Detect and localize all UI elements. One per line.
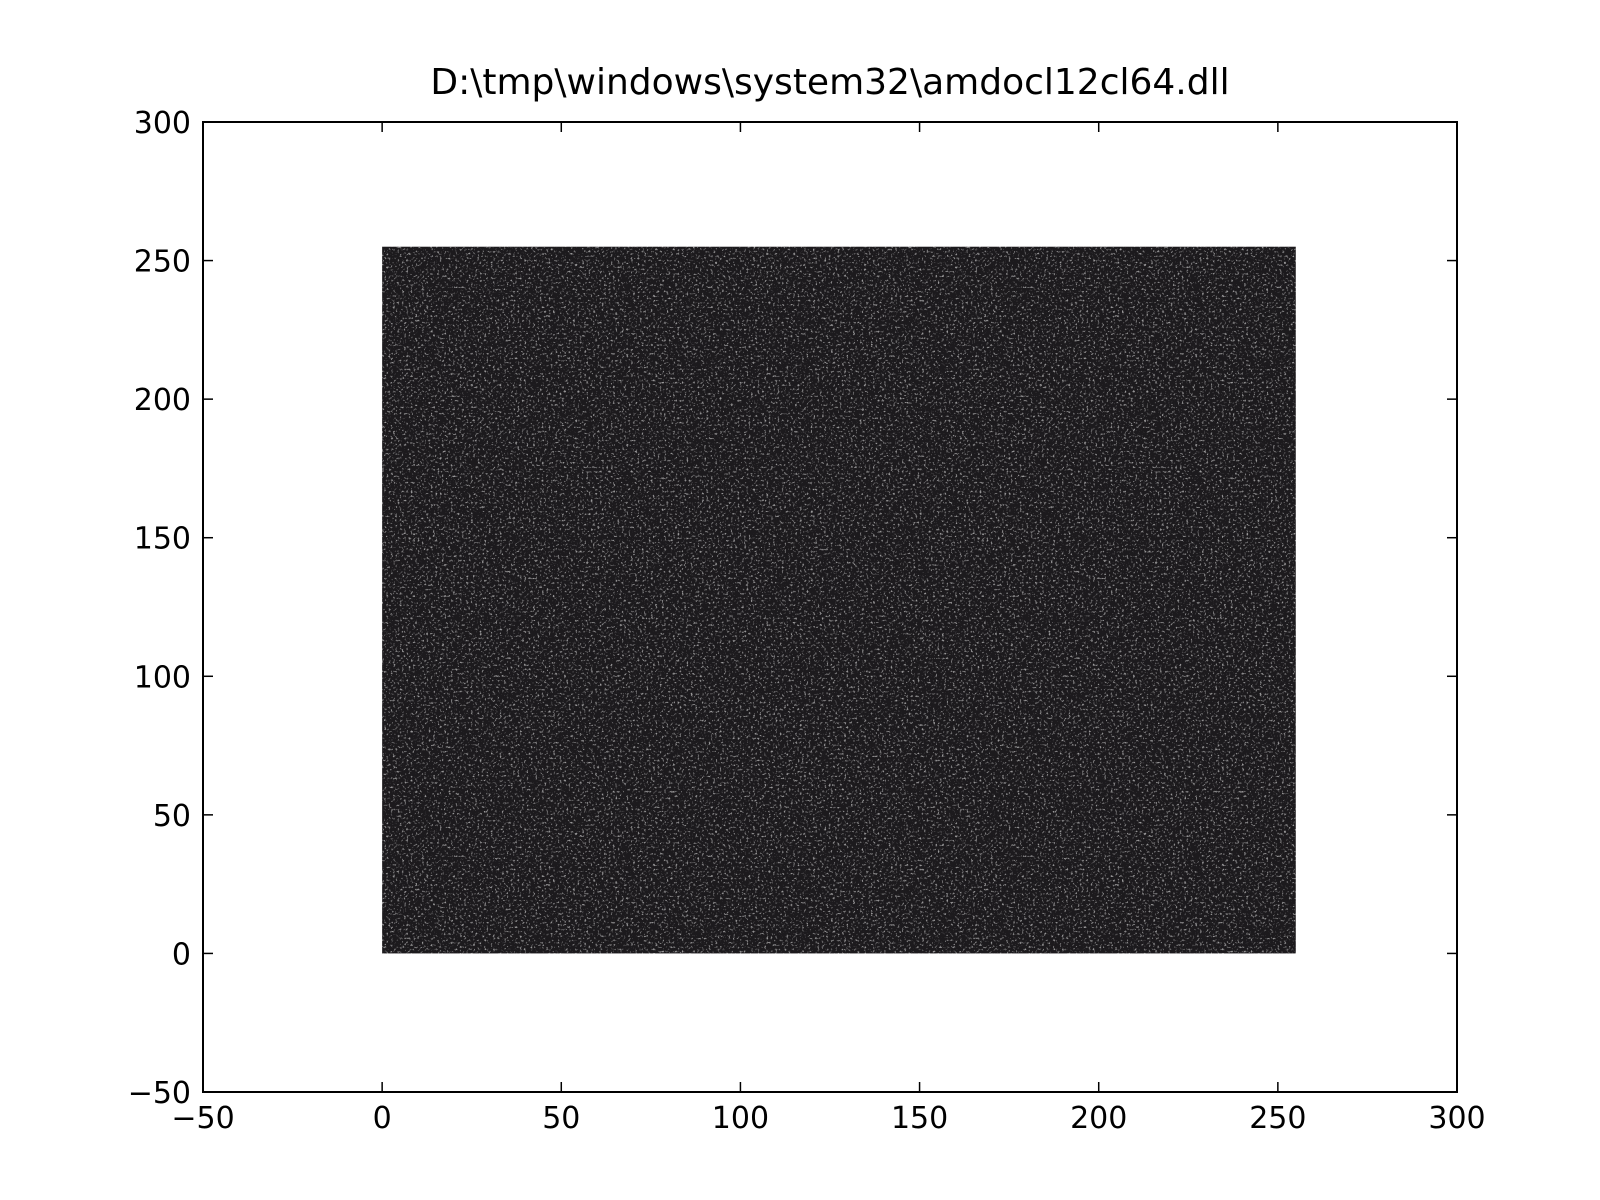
- image-texture: [382, 246, 1296, 954]
- x-tick-label: 300: [1428, 1101, 1485, 1136]
- y-tick-label: 50: [153, 799, 191, 834]
- x-tick-label: 0: [373, 1101, 392, 1136]
- x-tick-label: 100: [712, 1101, 769, 1136]
- x-tick-label: 200: [1070, 1101, 1127, 1136]
- x-tick-label: 150: [891, 1101, 948, 1136]
- x-tick-label: 250: [1249, 1101, 1306, 1136]
- y-tick-label: −50: [128, 1076, 191, 1111]
- x-tick-label: 50: [542, 1101, 580, 1136]
- y-tick-label: 200: [134, 383, 191, 418]
- x-tick-label: −50: [171, 1101, 234, 1136]
- plot-frame: [202, 121, 1458, 1093]
- y-tick-label: 0: [172, 937, 191, 972]
- chart-title: D:\tmp\windows\system32\amdocl12cl64.dll: [430, 62, 1229, 103]
- y-tick-label: 250: [134, 245, 191, 280]
- y-tick-label: 150: [134, 522, 191, 557]
- y-tick-label: 300: [134, 106, 191, 141]
- y-tick-label: 100: [134, 660, 191, 695]
